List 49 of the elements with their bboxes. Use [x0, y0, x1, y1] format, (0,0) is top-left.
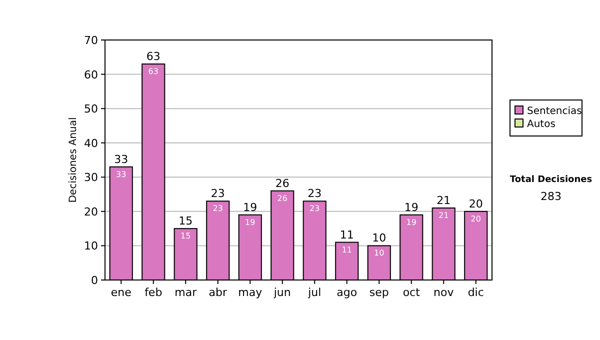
data-label: 63	[148, 67, 158, 76]
x-tick-label: nov	[434, 286, 454, 299]
text: Total Decisiones	[510, 175, 592, 185]
total-label: 19	[404, 200, 418, 214]
x-tick-label: oct	[402, 286, 421, 299]
text: 283	[540, 190, 562, 203]
total-label: 33	[114, 152, 128, 166]
y-tick-label: 50	[84, 102, 98, 116]
y-tick-label: 0	[91, 274, 98, 287]
total-label: 19	[243, 200, 258, 214]
y-tick-label: 70	[84, 34, 98, 47]
data-label: 10	[374, 248, 384, 258]
legend-label: Autos	[527, 119, 556, 130]
data-label: 20	[470, 214, 481, 224]
total-label: 23	[210, 187, 225, 200]
x-tick-label: ene	[110, 286, 132, 299]
x-tick-label: dic	[468, 286, 484, 299]
y-tick-label: 60	[84, 68, 98, 82]
total-label: 20	[468, 197, 483, 210]
data-label: 26	[277, 194, 288, 203]
total-label: 23	[308, 187, 322, 200]
y-tick-label: 40	[84, 136, 98, 150]
data-label: 19	[245, 218, 256, 227]
x-tick-label: feb	[144, 286, 162, 299]
y-tick-label: 30	[84, 171, 98, 184]
x-tick-label: mar	[174, 286, 198, 299]
data-label: 11	[342, 245, 352, 254]
x-tick-label: abr	[208, 286, 228, 299]
y-tick-label: 10	[84, 240, 98, 253]
x-tick-label: ago	[336, 286, 358, 299]
total-label: 11	[340, 228, 354, 242]
data-label: 33	[116, 170, 126, 179]
data-label: 21	[438, 211, 449, 220]
x-tick-label: sep	[369, 286, 389, 299]
total-label: 63	[146, 50, 160, 63]
total-label: 15	[178, 214, 193, 228]
data-label: 23	[212, 204, 223, 214]
data-label: 23	[310, 204, 320, 214]
total-label: 10	[372, 232, 386, 245]
data-label: 15	[180, 232, 191, 241]
data-label: 19	[406, 218, 416, 227]
y-tick-label: 20	[84, 205, 98, 218]
total-label: 21	[436, 194, 451, 207]
legend-label: Sentencias	[527, 106, 582, 117]
x-tick-label: may	[238, 286, 263, 299]
x-tick-label: jul	[307, 286, 322, 299]
y-axis-title: Decisiones Anual	[68, 117, 79, 203]
x-tick-label: jun	[272, 286, 291, 299]
total-label: 26	[275, 176, 290, 190]
